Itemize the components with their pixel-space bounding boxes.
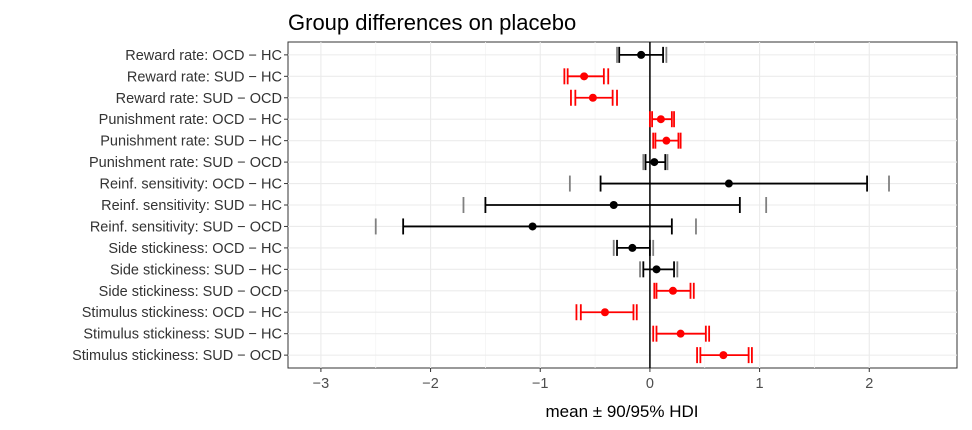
row-label: Punishment rate: SUD − OCD (89, 155, 282, 171)
interval-row (570, 89, 618, 106)
interval-row (563, 68, 610, 85)
interval-row (462, 197, 768, 213)
mean-point (719, 351, 728, 360)
x-tick-layer: −3 −2 −1 0 1 2 (313, 368, 873, 392)
mean-point (588, 93, 597, 102)
row-label: Stimulus stickiness: SUD − OCD (72, 348, 282, 364)
x-tick-label: −3 (313, 376, 330, 392)
mean-point (637, 50, 646, 59)
row-label: Punishment rate: OCD − HC (99, 112, 282, 128)
interval-row (652, 325, 711, 342)
interval-row (575, 304, 638, 321)
interval-row (696, 347, 753, 364)
row-label: Side stickiness: SUD − OCD (99, 284, 282, 300)
interval-row (374, 218, 697, 235)
mean-point (650, 158, 659, 167)
mean-point (600, 308, 609, 317)
row-label: Stimulus stickiness: OCD − HC (82, 305, 282, 321)
row-label: Side stickiness: SUD − HC (110, 262, 282, 278)
row-label: Reinf. sensitivity: SUD − HC (101, 198, 282, 214)
interval-row (568, 175, 890, 192)
mean-point (609, 201, 618, 209)
mean-point (724, 179, 733, 188)
mean-point (628, 243, 637, 252)
interval-row (653, 282, 695, 299)
row-label: Stimulus stickiness: SUD − HC (83, 327, 282, 343)
row-label: Reinf. sensitivity: OCD − HC (99, 177, 282, 193)
chart-title: Group differences on placebo (288, 10, 576, 35)
row-label: Punishment rate: SUD − HC (100, 134, 282, 150)
interval-row (649, 111, 675, 128)
interval-row (642, 154, 669, 171)
row-label: Reward rate: SUD − HC (127, 69, 282, 85)
interval-layer (374, 46, 890, 364)
x-tick-label: −2 (422, 376, 439, 392)
mean-point (676, 329, 685, 338)
mean-point (668, 286, 677, 295)
mean-point (580, 72, 589, 81)
mean-point (662, 136, 671, 145)
row-label-layer: Reward rate: OCD − HC Reward rate: SUD − … (72, 48, 288, 364)
interval-row (639, 261, 679, 278)
row-label: Reward rate: OCD − HC (125, 48, 282, 64)
x-tick-label: −1 (532, 376, 549, 392)
x-tick-label: 0 (646, 376, 654, 392)
x-tick-label: 2 (865, 376, 873, 392)
interval-row (616, 46, 668, 63)
interval-row (652, 132, 682, 149)
x-tick-label: 1 (756, 376, 764, 392)
x-axis-label: mean ± 90/95% HDI (546, 402, 699, 421)
row-label: Side stickiness: OCD − HC (108, 241, 282, 257)
interval-row (612, 239, 655, 256)
row-label: Reinf. sensitivity: SUD − OCD (90, 219, 282, 235)
mean-point (652, 265, 661, 274)
row-label: Reward rate: SUD − OCD (116, 91, 282, 107)
mean-point (656, 115, 665, 124)
mean-point (528, 222, 537, 231)
